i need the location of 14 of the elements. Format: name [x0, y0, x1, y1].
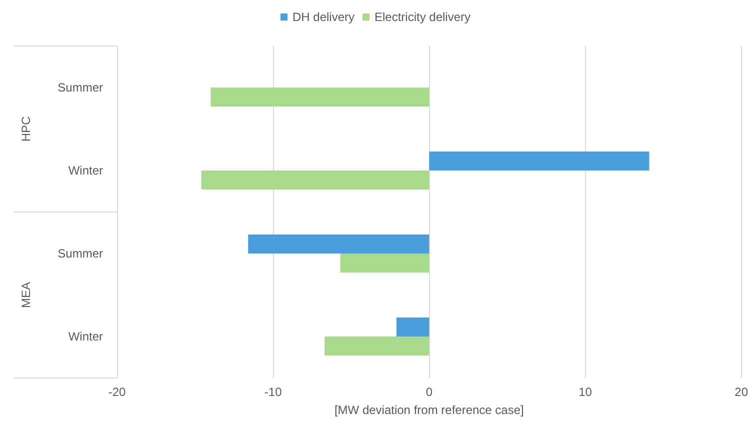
legend-label: Electricity delivery — [374, 10, 471, 24]
text: HPC — [19, 116, 33, 142]
y-tick-label: Summer — [58, 246, 103, 260]
x-tick-label: 0 — [426, 385, 433, 399]
x-axis-title: [MW deviation from reference case] — [334, 403, 524, 417]
y-tick-label: Winter — [68, 164, 103, 178]
x-tick-label: -20 — [108, 385, 126, 399]
y-tick-label: Summer — [58, 80, 103, 94]
text: MEA — [19, 282, 33, 308]
x-tick-label: -10 — [264, 385, 282, 399]
y-tick-label: Winter — [68, 330, 103, 344]
legend-label: DH delivery — [292, 10, 354, 24]
x-tick-label: 20 — [734, 385, 748, 399]
x-tick-label: 10 — [578, 385, 592, 399]
